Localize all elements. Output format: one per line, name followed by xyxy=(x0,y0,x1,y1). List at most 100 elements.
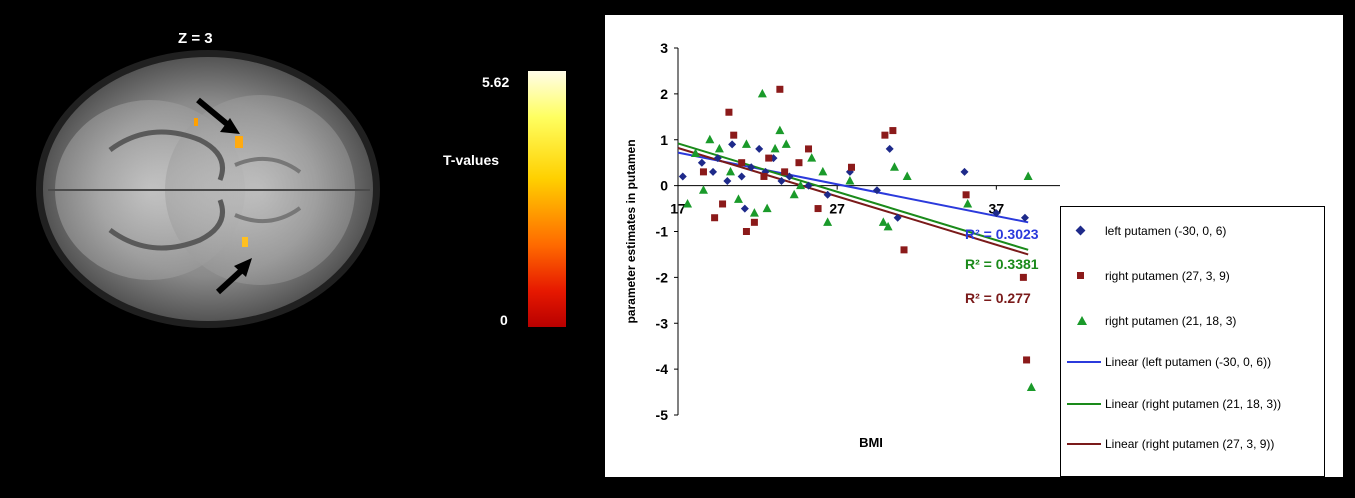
legend-item: right putamen (21, 18, 3) xyxy=(1067,313,1236,329)
data-point-diamond xyxy=(678,172,687,181)
data-point-diamond xyxy=(845,167,854,176)
y-tick-label: 0 xyxy=(660,178,668,194)
y-tick-label: -4 xyxy=(656,361,669,377)
data-point-diamond xyxy=(747,163,756,172)
data-point-triangle xyxy=(705,134,715,144)
legend-label: Linear (right putamen (27, 3, 9)) xyxy=(1105,437,1275,451)
data-point-square xyxy=(750,218,758,226)
y-tick-label: 1 xyxy=(660,132,668,148)
scatter-chart: 3 2 1 0 -1 -2 -3 -4 -5 17 27 37 BMI parameter estimat… xyxy=(624,40,1060,450)
data-point-square xyxy=(738,159,746,167)
data-point-triangle xyxy=(714,143,724,153)
legend-symbol xyxy=(1075,225,1086,236)
data-point-triangle xyxy=(762,203,772,213)
legend-key xyxy=(1067,268,1101,284)
data-point-triangle xyxy=(781,139,791,148)
data-point-diamond xyxy=(728,140,737,149)
data-point-triangle xyxy=(770,143,780,153)
data-point-diamond xyxy=(1020,213,1029,222)
legend-symbol xyxy=(1067,403,1101,405)
arrow-upper xyxy=(196,97,240,134)
data-point-square xyxy=(781,168,789,176)
y-tick-label: 2 xyxy=(660,86,668,102)
data-point-square xyxy=(730,131,738,139)
data-point-diamond xyxy=(723,177,732,186)
colorbar-min-label: 0 xyxy=(500,312,508,328)
data-point-diamond xyxy=(777,177,786,186)
data-point-square xyxy=(1019,273,1027,281)
y-tick-label: -1 xyxy=(656,224,669,240)
legend-symbol xyxy=(1067,443,1101,445)
slice-label: Z = 3 xyxy=(178,30,213,47)
data-point-triangle xyxy=(845,176,855,185)
data-point-square xyxy=(795,159,803,167)
brain-slice-figure: Z = 3 5.62 T-values 0 xyxy=(0,0,600,493)
scatter-plot-panel: 3 2 1 0 -1 -2 -3 -4 -5 17 27 37 BMI parameter estimat… xyxy=(605,15,1343,477)
arrow-lower xyxy=(215,258,252,295)
x-tick-label: 37 xyxy=(989,201,1005,217)
data-point-triangle xyxy=(683,198,693,208)
activation-blob xyxy=(194,118,198,126)
x-axis-title: BMI xyxy=(859,435,883,450)
colorbar-title: T-values xyxy=(443,152,500,168)
data-point-square xyxy=(847,163,855,171)
data-point-diamond xyxy=(823,190,832,199)
y-axis-title: parameter estimates in putamen xyxy=(624,139,638,323)
r-squared-label: R² = 0.277 xyxy=(965,290,1031,306)
legend-label: left putamen (-30, 0, 6) xyxy=(1105,224,1227,238)
trendline xyxy=(677,147,1029,256)
data-point-diamond xyxy=(960,167,969,176)
legend-key xyxy=(1067,354,1101,370)
legend-key xyxy=(1067,313,1101,329)
legend-item: left putamen (-30, 0, 6) xyxy=(1067,223,1226,239)
r-squared-label: R² = 0.3381 xyxy=(965,256,1039,272)
data-point-square xyxy=(881,131,889,139)
trendline xyxy=(677,142,1029,251)
data-point-diamond xyxy=(872,186,881,195)
legend-key xyxy=(1067,396,1101,412)
data-point-diamond xyxy=(885,144,894,153)
data-point-diamond xyxy=(697,158,706,167)
legend-item: Linear (right putamen (27, 3, 9)) xyxy=(1067,436,1274,452)
data-point-triangle xyxy=(818,166,828,176)
brain-slice-image xyxy=(36,50,380,328)
data-point-diamond xyxy=(755,144,764,153)
data-point-square xyxy=(760,172,768,180)
data-point-square xyxy=(765,154,773,162)
y-tick-label: -2 xyxy=(656,269,669,285)
data-point-triangle xyxy=(823,217,833,226)
legend-symbol xyxy=(1067,361,1101,363)
data-point-square xyxy=(699,168,707,176)
data-point-square xyxy=(725,108,733,116)
data-point-square xyxy=(962,191,970,199)
colorbar-max-label: 5.62 xyxy=(482,74,510,90)
chart-legend: left putamen (-30, 0, 6) right putamen (2… xyxy=(1060,206,1325,477)
legend-label: Linear (left putamen (-30, 0, 6)) xyxy=(1105,355,1272,369)
data-point-triangle xyxy=(726,166,736,176)
data-point-triangle xyxy=(902,171,912,180)
legend-symbol xyxy=(1077,316,1087,325)
data-point-triangle xyxy=(1023,171,1033,180)
data-point-triangle xyxy=(741,139,751,148)
data-point-square xyxy=(900,246,908,254)
data-point-triangle xyxy=(775,125,785,135)
data-point-triangle xyxy=(691,148,701,158)
data-point-diamond xyxy=(713,154,722,163)
data-point-diamond xyxy=(804,181,813,190)
y-tick-label: 3 xyxy=(660,40,668,56)
data-point-square xyxy=(1023,356,1031,364)
data-point-square xyxy=(719,200,727,208)
data-point-square xyxy=(889,127,897,135)
legend-symbol xyxy=(1077,272,1084,279)
activation-blob xyxy=(242,237,248,247)
x-tick-label: 27 xyxy=(829,201,845,217)
legend-label: right putamen (21, 18, 3) xyxy=(1105,314,1237,328)
data-point-triangle xyxy=(807,153,817,162)
data-point-triangle xyxy=(757,88,767,98)
legend-label: right putamen (27, 3, 9) xyxy=(1105,269,1230,283)
data-point-triangle xyxy=(796,180,806,190)
legend-item: right putamen (27, 3, 9) xyxy=(1067,268,1230,284)
data-point-square xyxy=(742,228,750,235)
y-tick-label: -5 xyxy=(656,407,669,423)
data-point-diamond xyxy=(893,213,902,222)
